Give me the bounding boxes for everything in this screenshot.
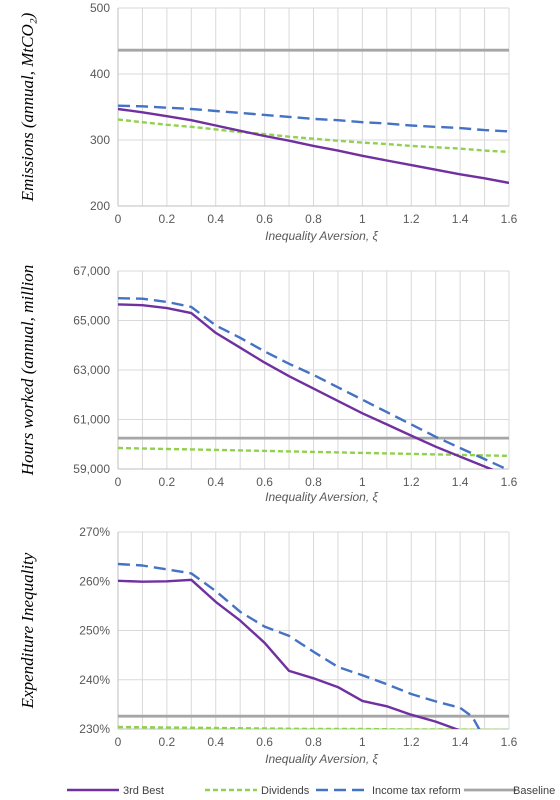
x-axis-label: Inequality Aversion, ξ: [265, 229, 378, 243]
x-tick-label: 0.6: [256, 475, 273, 489]
legend-label-dividends: Dividends: [261, 785, 310, 797]
x-tick-label: 0.2: [159, 475, 176, 489]
y-tick-label: 300: [90, 133, 110, 147]
x-tick-label: 1.4: [452, 735, 469, 749]
y-axis-label: Expenditure Inequality: [18, 552, 37, 709]
x-tick-label: 0: [115, 212, 122, 226]
y-tick-label: 63,000: [73, 363, 110, 377]
x-tick-label: 1.6: [501, 212, 518, 226]
legend-label-third-best: 3rd Best: [123, 785, 164, 797]
x-tick-label: 1: [359, 475, 366, 489]
x-axis-label: Inequality Aversion, ξ: [265, 752, 378, 766]
legend-label-income-tax: Income tax reform: [372, 785, 461, 797]
series-group: [118, 297, 509, 469]
x-tick-label: 1.2: [403, 212, 420, 226]
y-tick-label: 67,000: [73, 264, 110, 278]
x-tick-label: 1.6: [501, 475, 518, 489]
series-line-third-best: [118, 303, 494, 469]
x-tick-label: 0: [115, 475, 122, 489]
x-tick-label: 0.2: [159, 735, 176, 749]
y-tick-label: 250%: [79, 624, 110, 638]
x-tick-label: 0.2: [159, 212, 176, 226]
y-tick-label: 500: [90, 1, 110, 15]
y-tick-label: 230%: [79, 722, 110, 736]
y-tick-label: 59,000: [73, 462, 110, 476]
legend: 3rd Best Dividends Income tax reform Baseli…: [67, 785, 555, 797]
x-axis-label: Inequality Aversion, ξ: [265, 490, 378, 504]
x-tick-label: 0.8: [305, 735, 322, 749]
series-line-third-best: [118, 107, 509, 185]
y-tick-label: 270%: [79, 525, 110, 539]
y-tick-label: 200: [90, 199, 110, 213]
series-group: [118, 562, 509, 729]
chart-panel-1: 200 300 400 500 0 0.2 0.4 0.6 0.8 1 1.2 1.4 1.6 Inequ…: [18, 1, 518, 243]
series-line-dividends: [118, 725, 509, 729]
y-axis-label: Emissions (annual, MtCO₂): [18, 12, 37, 202]
x-tick-label: 1.4: [452, 475, 469, 489]
chart-panel-2: 59,000 61,000 63,000 65,000 67,000 0 0.2 0.4 0.6…: [18, 264, 518, 504]
x-tick-label: 0.4: [207, 212, 224, 226]
y-tick-label: 240%: [79, 673, 110, 687]
y-tick-label: 65,000: [73, 314, 110, 328]
x-tick-label: 1: [359, 212, 366, 226]
series-group: [118, 48, 509, 185]
series-line-third-best: [118, 578, 460, 729]
x-tick-label: 1.2: [403, 475, 420, 489]
y-tick-label: 400: [90, 67, 110, 81]
series-line-income-tax: [118, 297, 509, 469]
chart-panels: 200 300 400 500 0 0.2 0.4 0.6 0.8 1 1.2 1.4 1.6 Inequ…: [18, 1, 518, 766]
x-tick-label: 0.4: [207, 735, 224, 749]
series-line-dividends: [118, 118, 509, 154]
legend-label-baseline: Baseline: [513, 785, 555, 797]
y-tick-label: 61,000: [73, 413, 110, 427]
x-tick-label: 0.8: [305, 475, 322, 489]
x-tick-label: 0.6: [256, 212, 273, 226]
x-tick-label: 1.6: [501, 735, 518, 749]
x-tick-label: 0.4: [207, 475, 224, 489]
y-tick-label: 260%: [79, 574, 110, 588]
x-tick-label: 1: [359, 735, 366, 749]
series-line-dividends: [118, 446, 509, 458]
x-tick-label: 0: [115, 735, 122, 749]
series-line-income-tax: [118, 104, 509, 133]
y-axis-label: Hours worked (annual, million: [18, 265, 37, 477]
x-tick-label: 1.2: [403, 735, 420, 749]
series-line-income-tax: [118, 562, 481, 729]
chart-panel-3: 230% 240% 250% 260% 270% 0 0.2 0.4 0.6 0.8 1 1.2 1.4…: [18, 525, 518, 766]
x-tick-label: 0.6: [256, 735, 273, 749]
x-tick-label: 0.8: [305, 212, 322, 226]
x-tick-label: 1.4: [452, 212, 469, 226]
